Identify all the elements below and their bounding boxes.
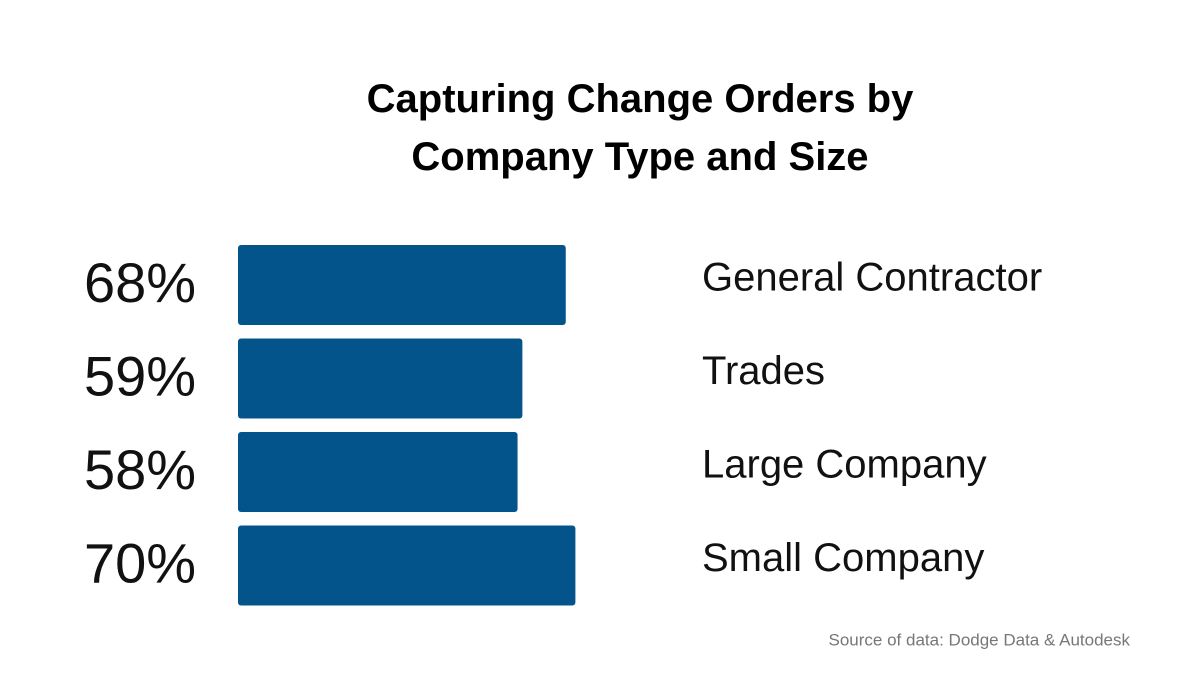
bar <box>238 432 518 512</box>
value-label: 58% <box>84 438 196 501</box>
category-label: General Contractor <box>702 256 1042 300</box>
value-label: 70% <box>84 531 196 594</box>
bar <box>238 525 576 606</box>
source-note: Source of data: Dodge Data & Autodesk <box>829 630 1131 649</box>
bar <box>238 245 566 325</box>
bar <box>238 338 523 419</box>
value-label: 59% <box>84 344 196 407</box>
value-label: 68% <box>84 251 196 314</box>
category-label: Trades <box>702 349 825 393</box>
chart-title: Capturing Change Orders by Company Type … <box>366 77 914 179</box>
category-label: Large Company <box>702 443 987 487</box>
category-label: Small Company <box>702 536 984 580</box>
